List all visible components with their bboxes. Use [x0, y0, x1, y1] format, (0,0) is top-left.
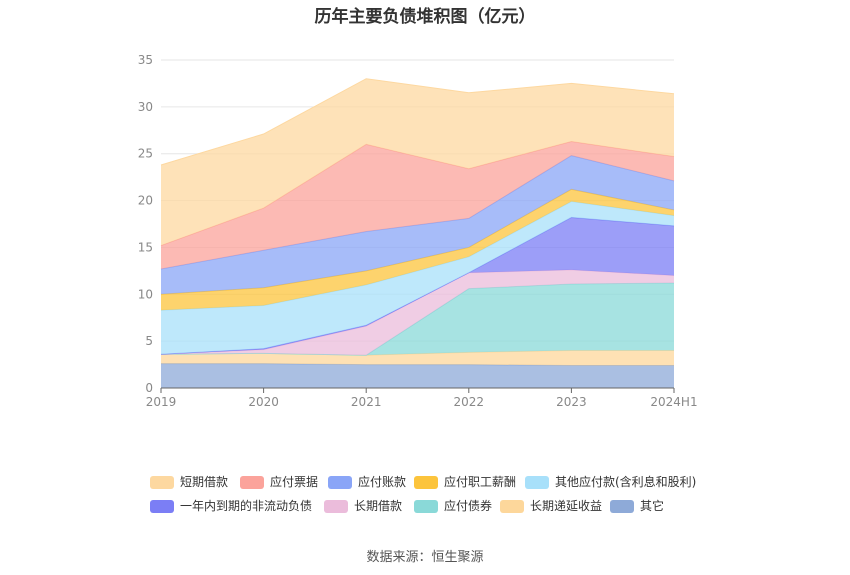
area-series-line-9 — [160, 78, 675, 166]
legend-label: 一年内到期的非流动负债 — [180, 499, 313, 513]
legend: 短期借款 应付票据 应付账款 应付职工薪酬 其他应付款(含利息和股利) 一年内到… — [150, 474, 710, 514]
x-tick-label: 2024H1 — [650, 395, 697, 409]
y-tick-label: 35 — [138, 53, 153, 67]
legend-swatch — [328, 476, 352, 489]
x-tick-label: 2020 — [248, 395, 279, 409]
y-tick-label: 0 — [145, 381, 153, 395]
area-series-2[interactable] — [161, 283, 674, 356]
axis-layer: 0 5 10 15 20 25 30 35 2019 2020 2021 2022 2023 2024H1 — [138, 53, 698, 409]
x-tick-label: 2023 — [556, 395, 587, 409]
area-layer — [160, 78, 675, 388]
legend-label: 短期借款 — [180, 475, 229, 489]
y-tick-label: 30 — [138, 100, 153, 114]
legend-swatch — [610, 500, 634, 513]
legend-row-2: 一年内到期的非流动负债 长期借款 应付债券 长期递延收益 其它 — [150, 498, 710, 514]
y-tick-label: 25 — [138, 147, 153, 161]
legend-label: 长期递延收益 — [530, 499, 603, 513]
legend-label: 其它 — [640, 499, 665, 513]
legend-swatch — [414, 500, 438, 513]
area-series-line-5 — [160, 200, 675, 311]
area-series-8[interactable] — [161, 141, 674, 269]
legend-label: 应付债券 — [444, 499, 493, 513]
chart-title: 历年主要负债堆积图（亿元） — [314, 7, 536, 27]
area-series-3[interactable] — [161, 269, 674, 356]
legend-swatch — [150, 500, 174, 513]
x-tick-label: 2019 — [146, 395, 177, 409]
x-tick-label: 2021 — [351, 395, 382, 409]
legend-swatch — [500, 500, 524, 513]
source-text: 数据来源：恒生聚源 — [366, 550, 484, 565]
x-tick-label: 2022 — [454, 395, 485, 409]
y-tick-label: 5 — [145, 334, 153, 348]
area-series-6[interactable] — [161, 189, 674, 311]
legend-label: 应付票据 — [270, 475, 319, 489]
y-tick-label: 20 — [138, 194, 153, 208]
area-series-0[interactable] — [161, 363, 674, 388]
legend-swatch — [414, 476, 438, 489]
legend-swatch — [525, 476, 549, 489]
legend-swatch — [324, 500, 348, 513]
area-series-5[interactable] — [161, 201, 674, 355]
area-series-4[interactable] — [161, 217, 674, 355]
legend-swatch — [240, 476, 264, 489]
y-tick-label: 15 — [138, 240, 153, 254]
legend-label: 应付账款 — [358, 475, 407, 489]
legend-row-1: 短期借款 应付票据 应付账款 应付职工薪酬 其他应付款(含利息和股利) — [150, 474, 710, 490]
legend-swatch — [150, 476, 174, 489]
legend-label: 其他应付款(含利息和股利) — [555, 475, 697, 489]
legend-label: 长期借款 — [354, 499, 403, 513]
y-tick-label: 10 — [138, 287, 153, 301]
legend-label: 应付职工薪酬 — [444, 475, 517, 489]
